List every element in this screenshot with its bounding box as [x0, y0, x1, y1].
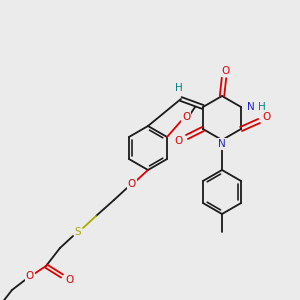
- Text: O: O: [65, 275, 73, 285]
- Text: O: O: [26, 271, 34, 281]
- Text: O: O: [262, 112, 270, 122]
- Text: N: N: [218, 139, 226, 149]
- Text: O: O: [221, 66, 229, 76]
- Text: N: N: [247, 102, 255, 112]
- Text: S: S: [75, 227, 81, 237]
- Text: H: H: [258, 102, 266, 112]
- Text: H: H: [175, 83, 183, 93]
- Text: O: O: [182, 112, 190, 122]
- Text: O: O: [175, 136, 183, 146]
- Text: O: O: [128, 179, 136, 189]
